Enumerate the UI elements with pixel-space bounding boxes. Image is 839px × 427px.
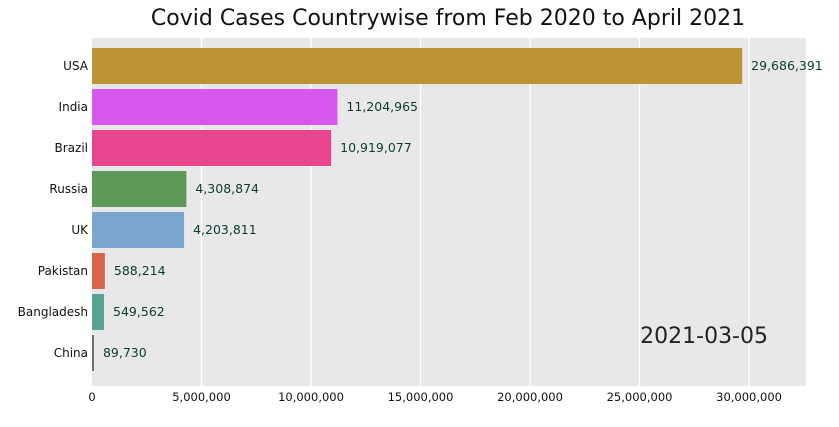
value-label: 4,308,874 (195, 181, 259, 196)
bar-brazil (92, 130, 332, 166)
x-tick-label: 10,000,000 (278, 390, 344, 404)
category-label: Russia (49, 182, 88, 196)
category-label: China (54, 346, 88, 360)
labels: USA 29,686,391 India 11,204,965 Brazil 10,919… (18, 58, 823, 360)
x-tick-label: 20,000,000 (497, 390, 563, 404)
value-label: 29,686,391 (751, 58, 823, 73)
category-label: Brazil (55, 141, 89, 155)
bar-china (92, 335, 94, 371)
value-label: 89,730 (103, 345, 147, 360)
x-axis: 0 5,000,000 10,000,000 15,000,000 20,000,000… (88, 390, 782, 404)
value-label: 11,204,965 (346, 99, 418, 114)
x-tick-label: 5,000,000 (172, 390, 231, 404)
value-label: 4,203,811 (193, 222, 257, 237)
bar-russia (92, 171, 187, 207)
chart-title: Covid Cases Countrywise from Feb 2020 to… (151, 6, 745, 31)
bar-usa (92, 48, 743, 84)
bar-india (92, 89, 338, 125)
x-tick-label: 25,000,000 (607, 390, 673, 404)
bar-uk (92, 212, 185, 248)
x-tick-label: 30,000,000 (716, 390, 782, 404)
value-label: 588,214 (114, 263, 166, 278)
category-label: Bangladesh (18, 305, 88, 319)
category-label: UK (71, 223, 89, 237)
value-label: 10,919,077 (340, 140, 412, 155)
bars (92, 48, 743, 371)
category-label: India (59, 100, 88, 114)
date-label: 2021-03-05 (640, 324, 768, 349)
category-label: USA (63, 59, 89, 73)
x-tick-label: 0 (88, 390, 95, 404)
category-label: Pakistan (38, 264, 88, 278)
bar-pakistan (92, 253, 105, 289)
bar-bangladesh (92, 294, 105, 330)
x-tick-label: 15,000,000 (388, 390, 454, 404)
value-label: 549,562 (113, 304, 165, 319)
